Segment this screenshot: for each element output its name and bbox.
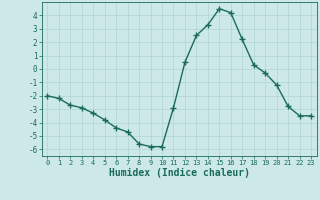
X-axis label: Humidex (Indice chaleur): Humidex (Indice chaleur) xyxy=(109,168,250,178)
